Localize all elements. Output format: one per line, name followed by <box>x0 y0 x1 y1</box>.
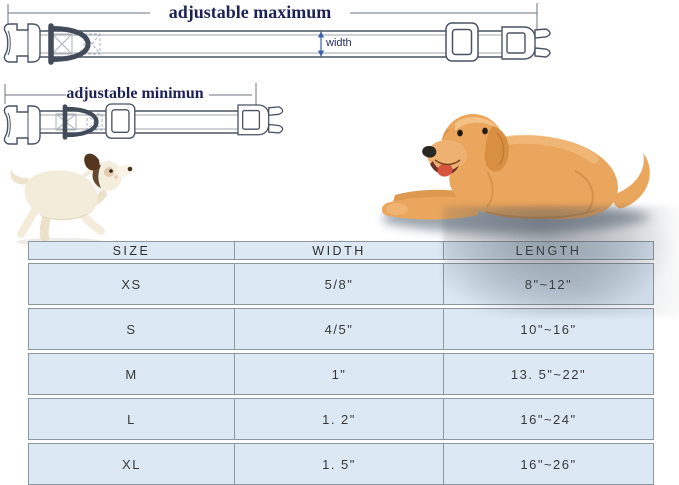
size-cell: XL <box>29 444 235 484</box>
table-row-m: M 1" 13. 5"~22" <box>28 353 654 395</box>
width-arrow <box>318 31 324 57</box>
side-release-buckle-male <box>501 26 551 60</box>
tri-glide-slider <box>445 22 479 62</box>
dog-ear <box>484 126 509 172</box>
puppy-illustration <box>10 153 133 246</box>
width-cell: 5/8" <box>235 264 444 304</box>
column-header-width: WIDTH <box>235 242 444 259</box>
column-header-length: LENGTH <box>515 243 582 258</box>
dog-eye <box>457 129 463 137</box>
size-chart-table: SIZE WIDTH LENGTH XS 5/8" 8"~12" S 4/5" … <box>28 241 654 485</box>
collar-diagrams <box>3 3 551 145</box>
width-cell: 1. 2" <box>235 399 444 439</box>
width-annotation-label: width <box>326 37 352 49</box>
golden-retriever-illustration <box>381 114 653 234</box>
size-cell: L <box>29 399 235 439</box>
dog-nose <box>422 146 437 158</box>
length-cell: 16"~24" <box>520 411 577 427</box>
size-cell: XS <box>29 264 235 304</box>
side-release-buckle-female <box>3 23 41 63</box>
width-cell: 4/5" <box>235 309 444 349</box>
collar-maximum <box>3 22 551 63</box>
size-cell: M <box>29 354 235 394</box>
size-cell: S <box>29 309 235 349</box>
table-row-xs: XS 5/8" 8"~12" <box>28 263 654 305</box>
width-cell: 1" <box>235 354 444 394</box>
table-row-l: L 1. 2" 16"~24" <box>28 398 654 440</box>
dog-tail <box>612 153 650 209</box>
puppy-body <box>24 170 98 221</box>
side-release-buckle-male <box>237 104 284 136</box>
adjustable-maximum-label: adjustable maximum <box>168 2 332 22</box>
column-header-size: SIZE <box>29 242 235 259</box>
dimension-line-minimum <box>4 83 257 108</box>
side-release-buckle-female <box>3 105 41 145</box>
table-row-s: S 4/5" 10"~16" <box>28 308 654 350</box>
length-cell: 10"~16" <box>520 321 577 337</box>
stitch-box <box>51 33 101 55</box>
puppy-eye <box>109 169 113 173</box>
puppy-tail <box>10 170 29 185</box>
collar-minimum <box>3 103 284 145</box>
width-cell: 1. 5" <box>235 444 444 484</box>
adjustable-minimum-label: adjustable minimun <box>66 85 204 102</box>
collar-strap <box>32 30 504 58</box>
length-cell: 13. 5"~22" <box>510 366 587 382</box>
length-cell: 16"~26" <box>520 456 577 472</box>
tri-glide-slider <box>105 103 136 139</box>
dog-tongue <box>437 163 453 177</box>
puppy-nose <box>127 166 133 172</box>
table-header-row: SIZE WIDTH LENGTH <box>28 241 654 260</box>
dog-eye <box>482 127 488 135</box>
table-row-xl: XL 1. 5" 16"~26" <box>28 443 654 485</box>
length-cell: 8"~12" <box>524 276 573 292</box>
